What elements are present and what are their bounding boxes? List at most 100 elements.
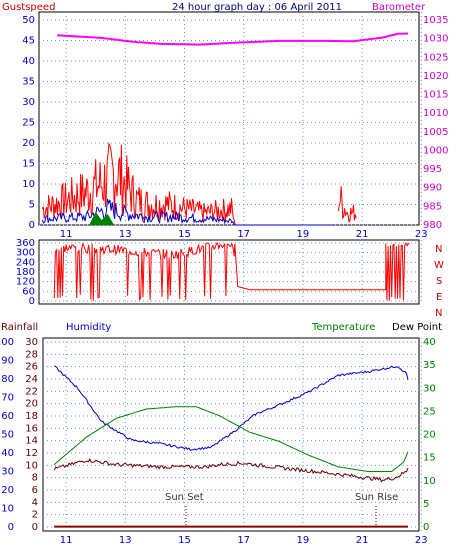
right-tick-label: 1015: [423, 90, 448, 101]
humidity-tick-label: 100: [0, 337, 14, 348]
temp-tick-label: 4: [32, 497, 38, 508]
temp-tick-label: 0: [32, 522, 38, 533]
direction-letters: N W S E N: [434, 244, 444, 319]
humidity-tick-label: 0: [8, 522, 14, 533]
temperature-line: [53, 406, 409, 472]
x-tick-label: 11: [60, 229, 73, 240]
temp-tick-label: 10: [25, 460, 38, 471]
right-tick-label: 15: [423, 453, 436, 464]
left-tick-label: 5: [29, 200, 35, 211]
right-tick-label: 40: [423, 337, 436, 348]
dir-tick-label: 240: [16, 257, 35, 268]
left-tick-label: 30: [22, 97, 35, 108]
left-tick-label: 10: [22, 179, 35, 190]
x-tick-label: 15: [178, 535, 191, 546]
wind-line: [41, 198, 333, 226]
right-tick-label: 0: [423, 522, 429, 533]
calm-area: [89, 211, 114, 226]
humidity-line: [54, 365, 409, 451]
left-tick-label: 25: [22, 118, 35, 129]
x-tick-label: 21: [356, 535, 369, 546]
temperature-label: Temperature: [311, 322, 375, 333]
humidity-tick-label: 10: [1, 504, 14, 515]
dewpoint-line: [53, 457, 409, 483]
dir-tick-label: 120: [16, 277, 35, 288]
temp-tick-label: 16: [25, 423, 38, 434]
right-tick-label: 30: [423, 383, 436, 394]
x-tick-label: 23: [415, 535, 428, 546]
dewpoint-label: Dew Point: [392, 322, 442, 333]
humidity-label: Humidity: [66, 322, 111, 333]
sunrise-label: Sun Rise: [355, 492, 398, 503]
temp-tick-label: 30: [25, 337, 38, 348]
temp-tick-label: 24: [25, 374, 38, 385]
right-tick-label: 985: [423, 201, 442, 212]
humidity-tick-label: 80: [1, 374, 14, 385]
humidity-tick-label: 30: [1, 467, 14, 478]
dir-tick-label: 0: [29, 296, 35, 307]
humidity-tick-label: 90: [1, 356, 14, 367]
temp-tick-label: 22: [25, 386, 38, 397]
right-tick-label: 980: [423, 220, 442, 231]
barometer-line: [57, 32, 408, 46]
direction-letter: N: [435, 244, 442, 255]
right-tick-label: 990: [423, 183, 442, 194]
direction-letter: S: [436, 276, 442, 287]
right-tick-label: 1020: [423, 71, 448, 82]
right-tick-label: 1000: [423, 145, 448, 156]
x-tick-label: 23: [415, 229, 428, 240]
left-tick-label: 0: [29, 220, 35, 231]
left-tick-label: 40: [22, 56, 35, 67]
humidity-tick-label: 70: [1, 393, 14, 404]
right-tick-label: 1005: [423, 127, 448, 138]
dir-tick-label: 360: [16, 238, 35, 249]
temp-tick-label: 28: [25, 349, 38, 360]
left-tick-label: 35: [22, 77, 35, 88]
x-tick-label: 13: [119, 229, 132, 240]
dir-tick-label: 180: [16, 267, 35, 278]
left-tick-label: 50: [22, 15, 35, 26]
x-tick-label: 13: [119, 535, 132, 546]
right-tick-label: 20: [423, 430, 436, 441]
temp-tick-label: 14: [25, 436, 38, 447]
x-tick-label: 19: [297, 535, 310, 546]
x-tick-label: 21: [356, 229, 369, 240]
left-tick-label: 20: [22, 138, 35, 149]
sunset-label: Sun Set: [165, 492, 204, 503]
left-tick-label: 45: [22, 36, 35, 47]
humidity-tick-label: 50: [1, 430, 14, 441]
right-tick-label: 1030: [423, 34, 448, 45]
temp-tick-label: 12: [25, 448, 38, 459]
right-tick-label: 1010: [423, 108, 448, 119]
temp-tick-label: 8: [32, 473, 38, 484]
humidity-tick-label: 40: [1, 448, 14, 459]
right-tick-label: 1035: [423, 15, 448, 26]
temp-tick-label: 26: [25, 362, 38, 373]
direction-line: [53, 241, 410, 301]
direction-letter: E: [436, 292, 442, 303]
temp-tick-label: 20: [25, 399, 38, 410]
right-tick-label: 1025: [423, 52, 448, 63]
gust-panel-frame: [38, 11, 420, 226]
right-tick-label: 10: [423, 476, 436, 487]
rainfall-label: Rainfall: [1, 322, 38, 333]
temp-tick-label: 2: [32, 510, 38, 521]
right-tick-label: 25: [423, 406, 436, 417]
right-tick-label: 35: [423, 360, 436, 371]
dir-tick-label: 300: [16, 248, 35, 259]
x-tick-label: 17: [237, 535, 250, 546]
dir-tick-label: 60: [22, 286, 35, 297]
barometer-label: Barometer: [372, 2, 426, 13]
x-tick-label: 17: [237, 229, 250, 240]
gust-line-end: [337, 186, 357, 223]
right-tick-label: 5: [423, 499, 429, 510]
humidity-tick-label: 60: [1, 411, 14, 422]
chart-title: 24 hour graph day : 06 April 2011: [172, 2, 342, 13]
direction-letter: W: [434, 260, 444, 271]
humidity-tick-label: 20: [1, 485, 14, 496]
x-tick-label: 19: [297, 229, 310, 240]
x-tick-label: 11: [60, 535, 73, 546]
right-tick-label: 995: [423, 164, 442, 175]
